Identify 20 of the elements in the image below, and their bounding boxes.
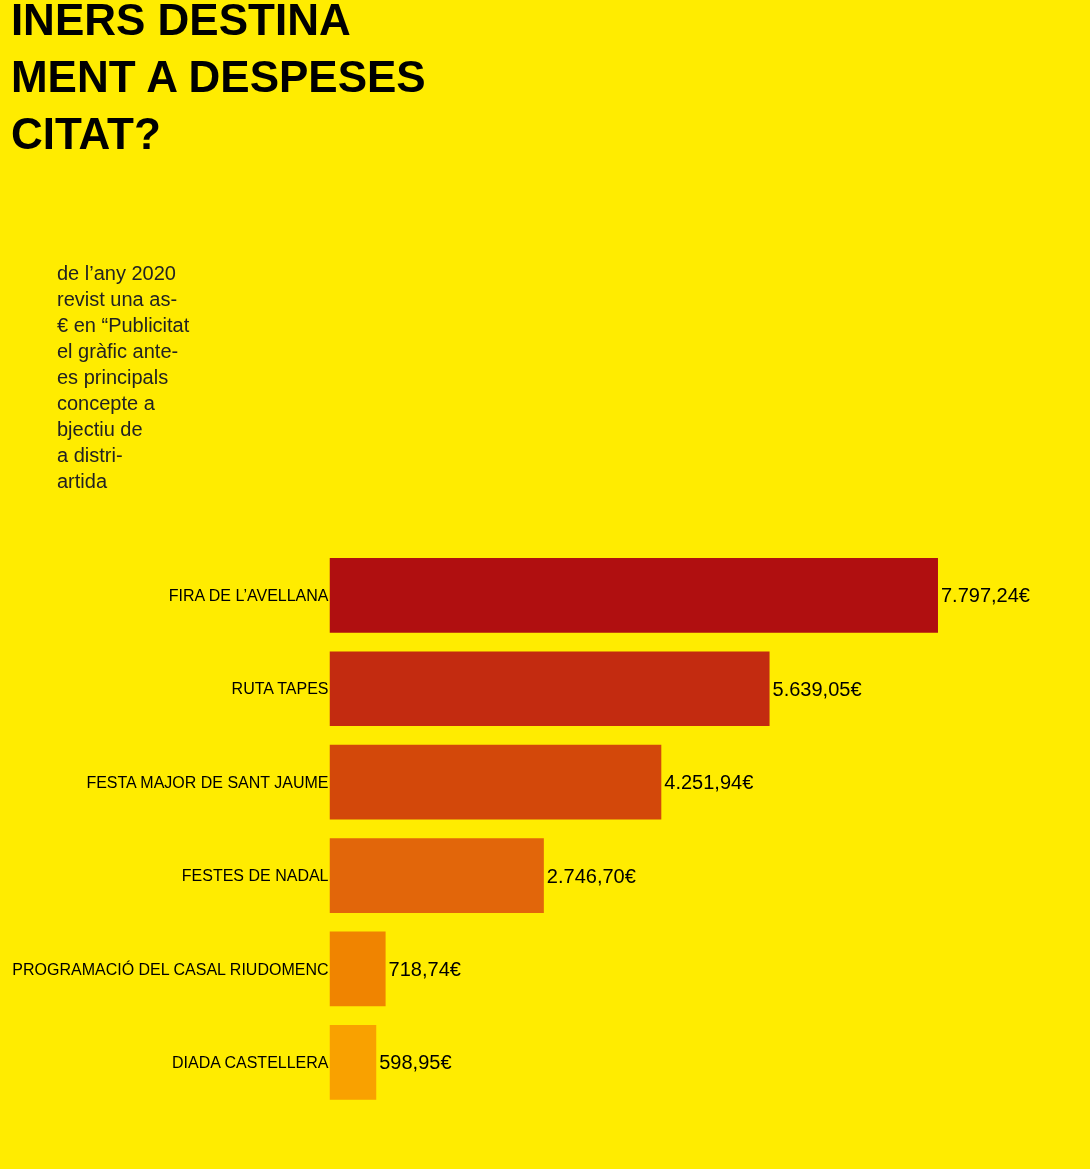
data-label: 598,95€ bbox=[379, 1051, 452, 1074]
bar bbox=[329, 744, 662, 820]
data-label: 2.746,70€ bbox=[546, 864, 636, 887]
y-tick-label: DIADA CASTELLERA bbox=[172, 1053, 329, 1071]
y-tick-label: FIRA DE L’AVELLANA bbox=[168, 586, 329, 604]
data-label: 4.251,94€ bbox=[664, 771, 754, 794]
chart-title: INERS DESTINA MENT A DESPESES CITAT? bbox=[10, 0, 426, 159]
y-tick-label: FESTA MAJOR DE SANT JAUME bbox=[86, 773, 329, 791]
y-tick-label: RUTA TAPES bbox=[231, 680, 329, 698]
y-tick-label: PROGRAMACIÓ DEL CASAL RIUDOMENC bbox=[12, 959, 329, 978]
data-label: 5.639,05€ bbox=[772, 677, 862, 700]
data-label: 718,74€ bbox=[388, 957, 461, 980]
bar bbox=[329, 1024, 377, 1100]
bar bbox=[329, 651, 770, 727]
y-tick-label: FESTES DE NADAL bbox=[181, 867, 329, 885]
bar bbox=[329, 931, 386, 1007]
bar bbox=[329, 838, 544, 913]
data-label: 7.797,24€ bbox=[940, 584, 1030, 607]
bar bbox=[329, 558, 938, 633]
text: de l’any 2020 revist una as- € en “Publicitat el gràfic ante- es principals concepte a bjectiu de a distri- artida bbox=[57, 262, 190, 492]
